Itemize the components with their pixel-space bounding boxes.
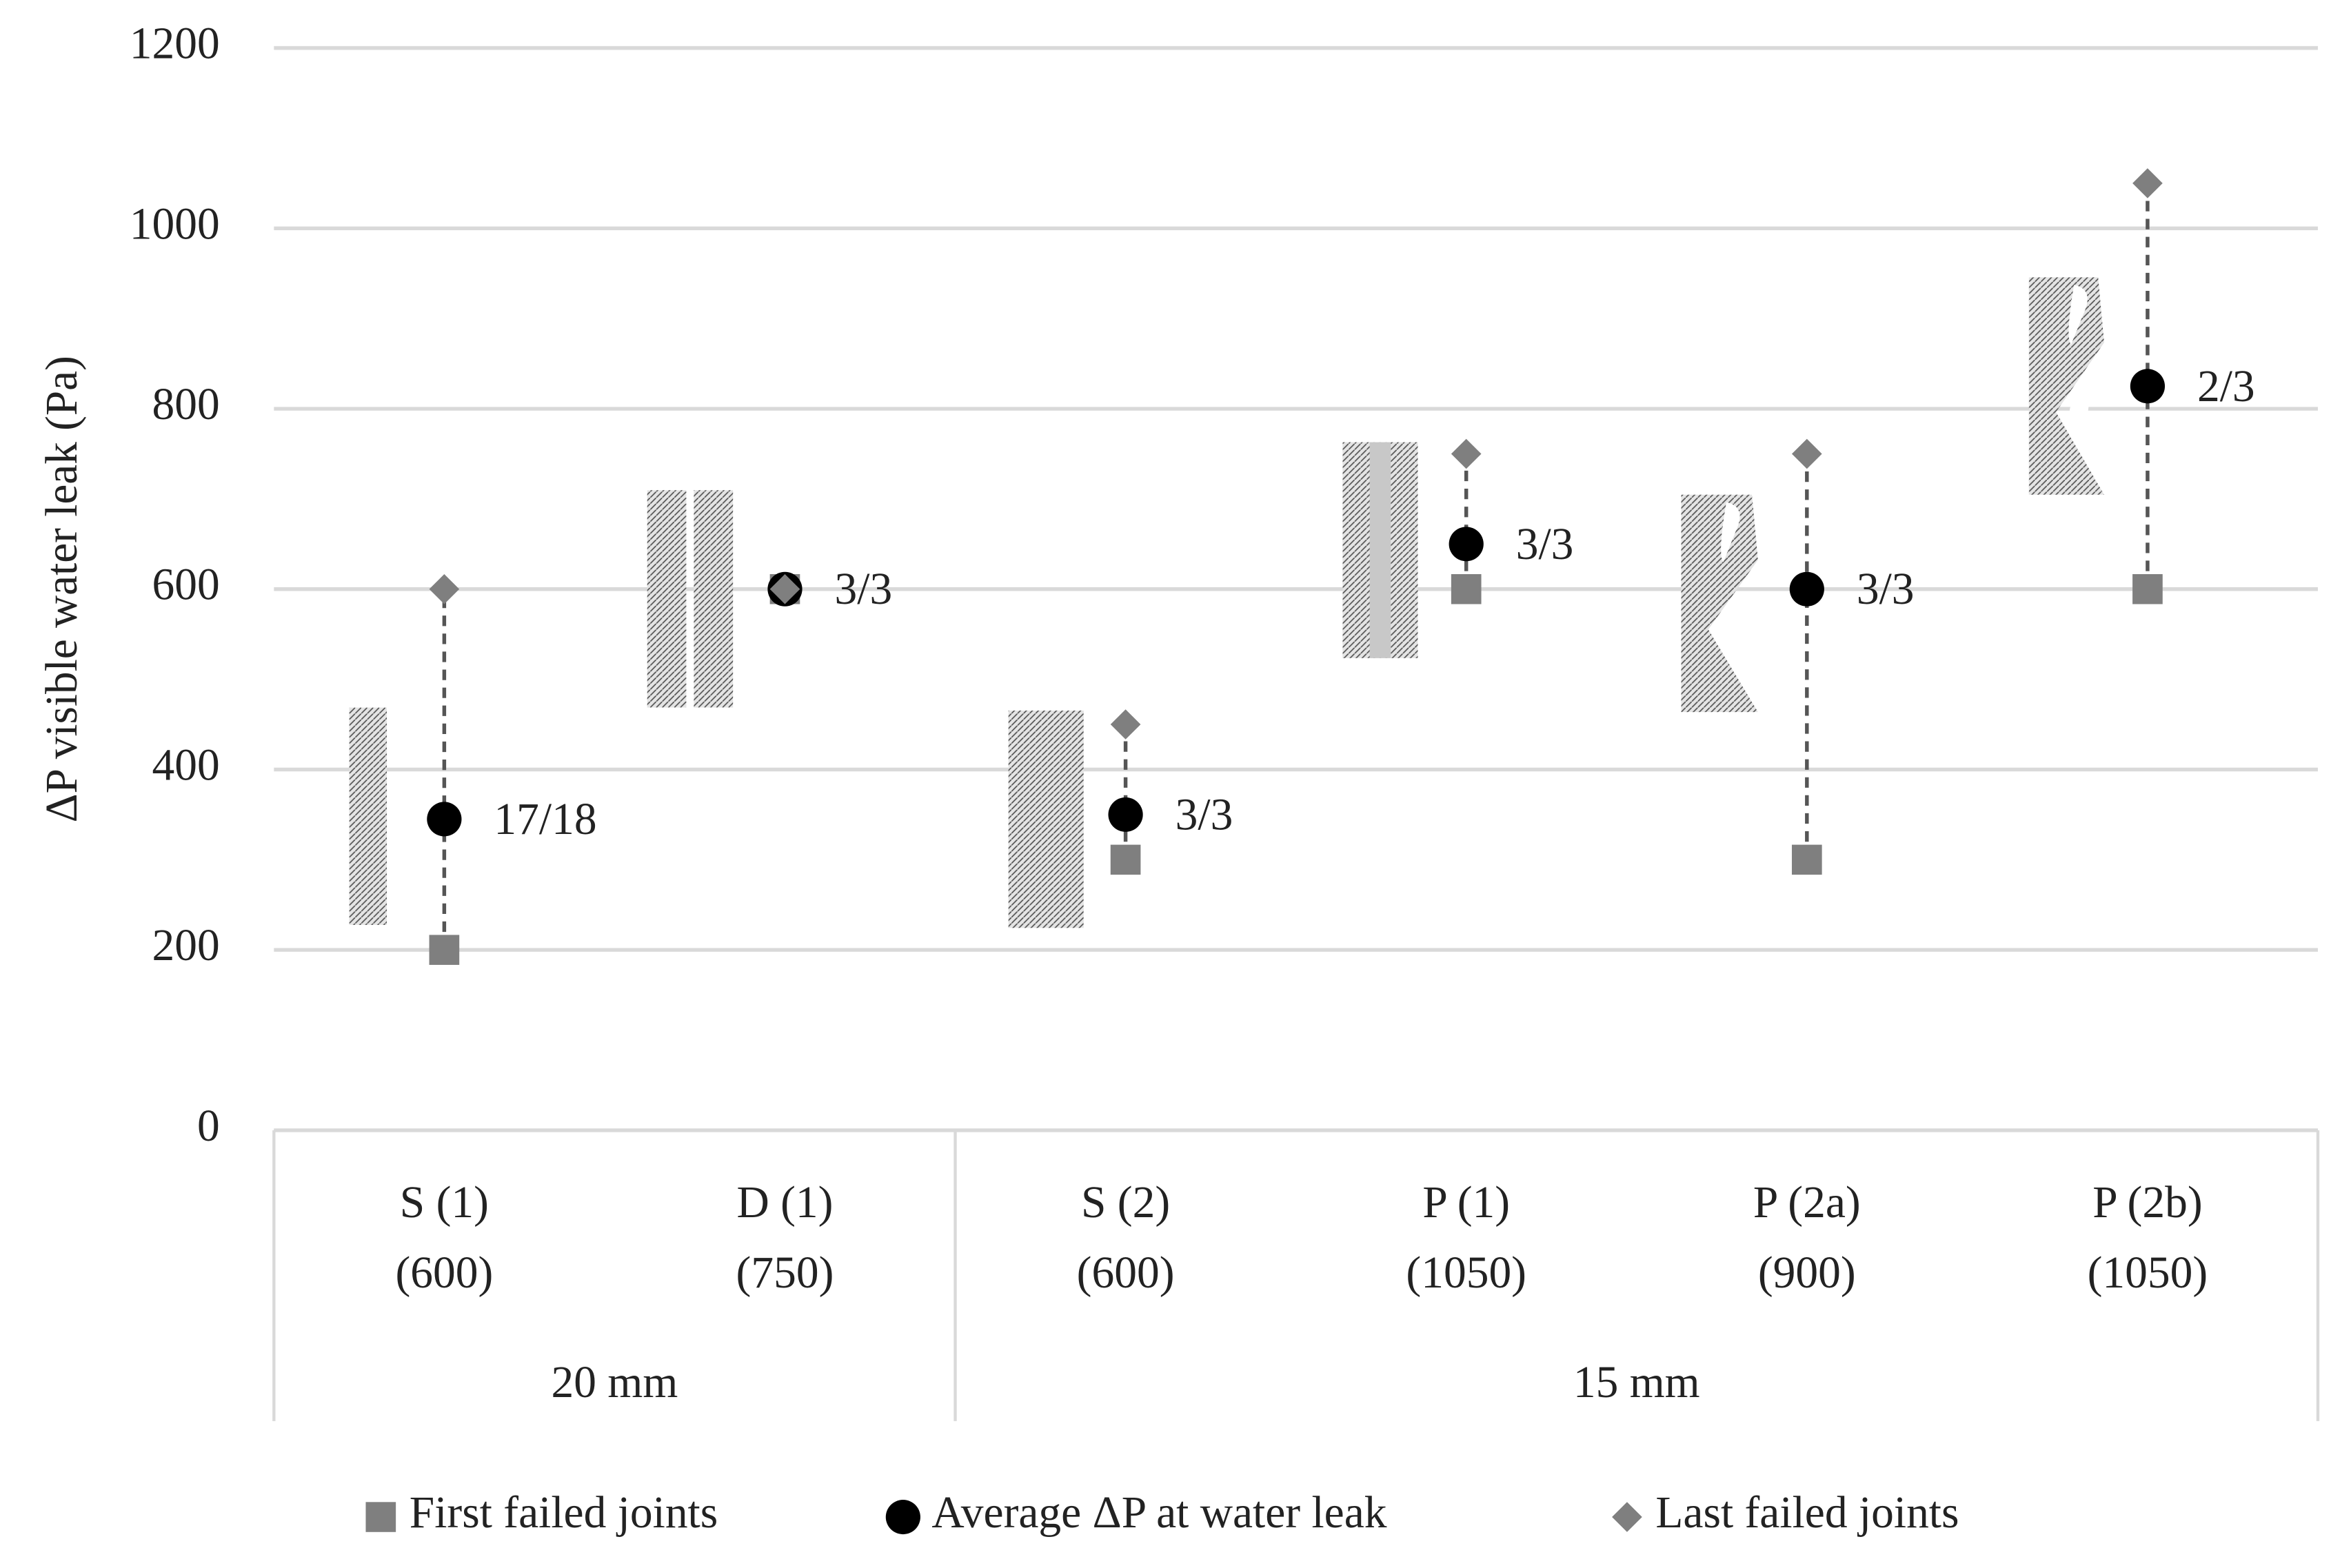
point <box>1108 797 1143 832</box>
annotation: 3/3 <box>1176 791 1233 840</box>
x-tick-label: (750) <box>736 1248 834 1298</box>
y-tick-label: 200 <box>152 921 220 970</box>
y-tick-label: 1000 <box>130 199 220 249</box>
point <box>2130 369 2166 404</box>
x-tick-label: (900) <box>1758 1248 1856 1298</box>
joint-slot <box>1721 502 1742 663</box>
point <box>427 802 462 837</box>
group-label: 15 mm <box>1573 1358 1700 1407</box>
point <box>1789 571 1824 607</box>
x-tick-label: S (1) <box>400 1178 489 1228</box>
legend-label: First failed joints <box>410 1488 718 1538</box>
annotation: 17/18 <box>494 795 596 844</box>
x-tick-label: P (1) <box>1422 1178 1510 1228</box>
legend-label: Last failed joints <box>1655 1488 1959 1538</box>
joint-icon <box>2028 277 2104 495</box>
x-tick-label: (600) <box>395 1248 493 1298</box>
y-tick-label: 400 <box>152 741 220 791</box>
joint-icon <box>647 490 687 708</box>
y-tick-label: 0 <box>197 1101 220 1151</box>
point <box>2132 574 2163 604</box>
y-axis-label: ΔP visible water leak (Pa) <box>37 356 87 822</box>
point <box>429 574 460 604</box>
point <box>1451 438 1482 469</box>
x-tick-label: (600) <box>1077 1248 1175 1298</box>
joint-icon <box>694 490 734 708</box>
joint-icon <box>349 707 387 925</box>
y-tick-label: 1200 <box>130 19 220 69</box>
point <box>429 935 460 965</box>
group-label: 20 mm <box>552 1358 678 1407</box>
legend-marker <box>1612 1502 1642 1532</box>
point <box>1791 844 1822 875</box>
point <box>1791 438 1822 469</box>
x-tick-label: S (2) <box>1081 1178 1170 1228</box>
annotation: 3/3 <box>1516 520 1574 569</box>
x-tick-label: D (1) <box>736 1178 833 1228</box>
annotation: 3/3 <box>1857 564 1915 614</box>
joint-icon <box>1681 494 1758 713</box>
legend-label: Average ΔP at water leak <box>931 1488 1387 1538</box>
legend-marker <box>365 1502 396 1532</box>
annotation: 3/3 <box>835 564 893 614</box>
x-tick-label: (1050) <box>1406 1248 1526 1298</box>
x-tick-label: P (2a) <box>1753 1178 1861 1228</box>
point <box>2132 168 2163 198</box>
point <box>1110 709 1141 740</box>
annotation: 2/3 <box>2197 362 2255 411</box>
joint-core <box>1369 442 1391 658</box>
joint-icon <box>1008 710 1084 928</box>
point <box>1451 574 1482 604</box>
point <box>1110 844 1141 875</box>
point <box>769 574 800 604</box>
x-tick-label: (1050) <box>2088 1248 2208 1298</box>
y-tick-label: 600 <box>152 560 220 610</box>
x-tick-label: P (2b) <box>2092 1178 2202 1228</box>
legend-marker <box>885 1500 920 1535</box>
joint-slot <box>2068 285 2089 445</box>
y-tick-label: 800 <box>152 380 220 429</box>
point <box>1449 527 1484 562</box>
